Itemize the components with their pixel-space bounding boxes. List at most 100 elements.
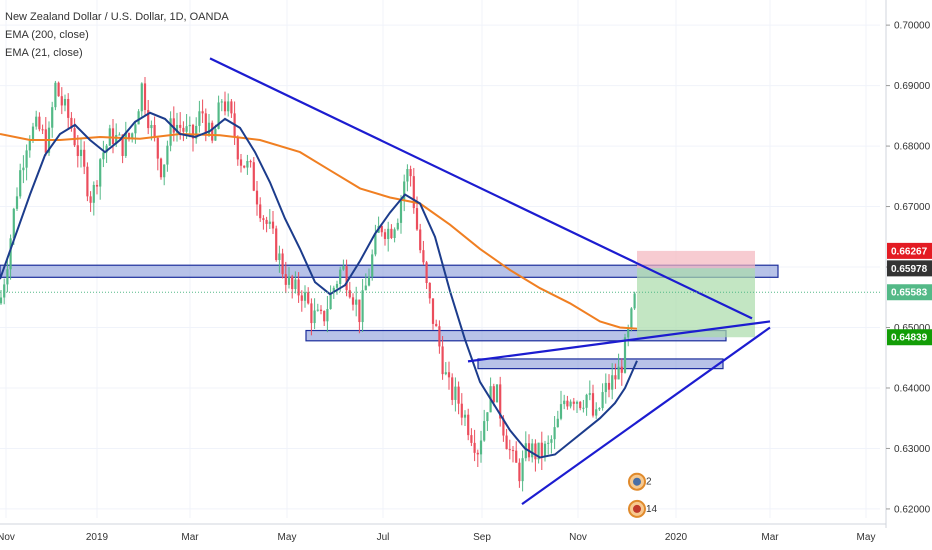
candle-body-5 [15,196,19,209]
candle-body-154 [492,386,495,403]
candle-body-112 [358,299,361,323]
candle-body-121 [387,228,390,239]
candle-body-98 [313,310,316,324]
candle-body-150 [479,440,483,455]
price-axis[interactable]: 0.700000.690000.680000.670000.660000.650… [885,0,932,528]
price-tick-label-6: 0.64000 [894,383,931,394]
candle-body-133 [425,262,428,284]
candle-body-45 [143,83,147,111]
support-resistance-zones[interactable] [0,264,779,370]
candle-body-160 [511,450,515,452]
ema200-legend[interactable]: EMA (200, close) [5,29,89,41]
candle-body-50 [159,158,163,178]
candle-body-104 [332,287,335,293]
candle-body-113 [361,290,364,323]
candle-body-66 [211,122,214,141]
price-badge-3[interactable] [887,329,932,346]
candle-body-180 [575,401,579,404]
candle-body-192 [614,375,617,380]
candle-body-148 [473,442,476,453]
candle-body-103 [329,292,332,310]
candle-body-80 [255,190,259,205]
price-badge-text-0: 0.66267 [891,246,928,257]
price-tick-label-8: 0.62000 [894,504,931,515]
candle-body-38 [121,134,124,156]
candle-body-114 [364,285,367,291]
candle-body-21 [67,98,70,118]
price-tick-label-7: 0.63000 [894,444,931,455]
candle-body-0 [0,297,3,304]
candle-body-59 [188,124,191,127]
candle-body-170 [543,443,547,457]
price-badge-1[interactable] [887,260,932,277]
candle-body-2 [6,269,9,285]
candle-body-23 [73,128,76,146]
candle-body-41 [131,133,134,138]
stop-loss-zone[interactable] [637,250,755,269]
candle-body-172 [550,439,553,443]
price-badge-text-1: 0.65978 [891,264,928,275]
candle-body-161 [515,450,518,463]
candle-body-17 [54,82,57,108]
candle-body-159 [508,449,511,451]
candle-body-117 [374,232,377,255]
candle-body-182 [582,407,585,409]
candle-body-44 [140,83,143,112]
time-tick-label-9: May [857,532,876,543]
candle-body-12 [38,116,41,130]
candle-body-39 [124,133,127,156]
candle-body-61 [195,125,198,139]
trendline-2[interactable] [521,326,771,505]
price-tick-label-3: 0.67000 [894,202,931,213]
trendlines[interactable] [209,57,771,505]
candle-body-18 [57,82,60,97]
candle-body-95 [303,292,307,301]
candle-body-71 [227,101,230,112]
ema21-legend[interactable]: EMA (21, close) [5,47,83,59]
candle-body-125 [399,199,403,223]
event-icons[interactable]: 2 14 [628,472,658,518]
candle-body-176 [563,400,566,405]
candle-body-63 [201,111,204,114]
zone-0[interactable] [0,264,779,278]
candle-body-93 [297,279,300,296]
trendline-0[interactable] [209,57,753,320]
candle-body-188 [601,392,604,409]
candle-body-106 [339,269,342,284]
zone-2[interactable] [477,358,724,370]
candle-body-31 [99,159,102,187]
candle-body-162 [518,462,521,482]
candle-body-76 [243,165,246,168]
candle-body-3 [9,238,12,270]
trendline-1[interactable] [467,320,771,363]
price-badge-2[interactable] [887,284,932,301]
candle-body-197 [630,308,633,329]
price-badge-0[interactable] [887,242,932,259]
candle-body-37 [118,134,121,136]
time-axis[interactable]: Nov 2019 Mar May Jul Sep Nov 2020 Mar May [0,523,886,543]
candle-body-128 [409,169,412,177]
candle-body-171 [547,442,550,444]
time-tick-label-6: Nov [569,532,587,543]
time-tick-label-7: 2020 [665,532,688,543]
symbol-title[interactable]: New Zealand Dollar / U.S. Dollar, 1D, OA… [5,11,229,23]
candle-body-1 [3,284,6,298]
price-tick-label-0: 0.70000 [894,21,931,32]
candle-body-10 [31,126,35,141]
time-tick-label-2: Mar [181,532,199,543]
candle-body-136 [435,323,438,327]
candle-body-90 [287,276,291,285]
candle-body-110 [351,297,355,305]
position-tool[interactable] [637,250,755,338]
candle-body-145 [463,414,467,418]
candle-body-78 [249,160,252,163]
ema21-line [0,111,638,459]
candle-body-4 [12,208,15,239]
candle-body-138 [441,346,444,375]
candle-body-147 [470,435,473,443]
take-profit-zone[interactable] [637,268,755,338]
candle-body-195 [623,337,627,373]
candle-body-8 [25,150,28,168]
candle-body-116 [371,254,374,277]
